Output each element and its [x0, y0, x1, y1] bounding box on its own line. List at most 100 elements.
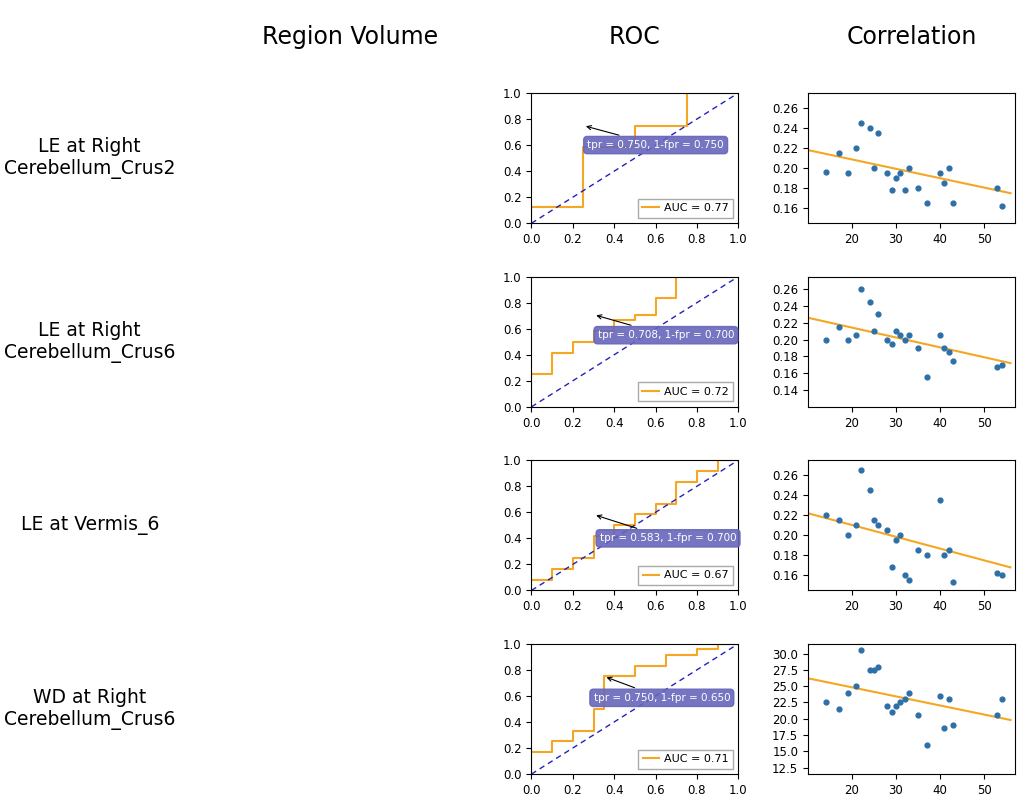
Point — [918, 371, 934, 384]
Point — [909, 182, 925, 195]
Point — [865, 162, 881, 175]
Point — [988, 360, 1005, 373]
Point — [931, 167, 948, 180]
Text: ROC: ROC — [608, 26, 660, 49]
Point — [900, 329, 916, 342]
Point — [945, 197, 961, 210]
Point — [861, 663, 877, 676]
Point — [935, 342, 952, 354]
Point — [887, 325, 903, 338]
Point — [816, 334, 833, 346]
Point — [865, 514, 881, 527]
Text: tpr = 0.708, 1-fpr = 0.700: tpr = 0.708, 1-fpr = 0.700 — [597, 315, 734, 340]
Point — [988, 709, 1005, 722]
Point — [861, 121, 877, 134]
Point — [869, 519, 886, 531]
Point — [945, 354, 961, 367]
Text: LE at Right
Cerebellum_Crus6: LE at Right Cerebellum_Crus6 — [4, 321, 175, 363]
Point — [945, 719, 961, 732]
Point — [918, 549, 934, 562]
Point — [829, 147, 846, 160]
Point — [940, 162, 956, 175]
Point — [852, 644, 868, 657]
Point — [861, 295, 877, 308]
Point — [865, 663, 881, 676]
Point — [852, 282, 868, 295]
Point — [887, 699, 903, 712]
Point — [878, 167, 895, 180]
Point — [882, 561, 899, 574]
Point — [896, 334, 912, 346]
Text: tpr = 0.750, 1-fpr = 0.650: tpr = 0.750, 1-fpr = 0.650 — [593, 678, 730, 703]
Point — [829, 321, 846, 334]
Point — [852, 464, 868, 476]
Text: Region Volume: Region Volume — [262, 26, 438, 49]
Point — [892, 696, 908, 709]
Point — [865, 325, 881, 338]
Text: tpr = 0.583, 1-fpr = 0.700: tpr = 0.583, 1-fpr = 0.700 — [597, 515, 736, 543]
Point — [892, 329, 908, 342]
Point — [993, 358, 1009, 371]
Point — [909, 342, 925, 354]
Point — [848, 680, 864, 693]
Point — [892, 529, 908, 542]
Legend: AUC = 0.67: AUC = 0.67 — [638, 566, 732, 585]
Point — [887, 172, 903, 184]
Point — [988, 182, 1005, 195]
Point — [869, 308, 886, 321]
Point — [935, 549, 952, 562]
Text: LE at Right
Cerebellum_Crus2: LE at Right Cerebellum_Crus2 — [4, 137, 175, 179]
Point — [918, 197, 934, 210]
Point — [839, 334, 855, 346]
Point — [940, 346, 956, 358]
Point — [829, 514, 846, 527]
Point — [993, 569, 1009, 582]
Legend: AUC = 0.77: AUC = 0.77 — [638, 199, 732, 218]
Point — [993, 200, 1009, 212]
Point — [993, 693, 1009, 705]
Point — [931, 329, 948, 342]
Point — [909, 544, 925, 557]
Text: Correlation: Correlation — [846, 26, 975, 49]
Legend: AUC = 0.72: AUC = 0.72 — [638, 382, 732, 401]
Point — [869, 127, 886, 140]
Text: tpr = 0.750, 1-fpr = 0.750: tpr = 0.750, 1-fpr = 0.750 — [587, 125, 723, 150]
Text: WD at Right
Cerebellum_Crus6: WD at Right Cerebellum_Crus6 — [4, 688, 175, 730]
Point — [839, 686, 855, 699]
Point — [896, 569, 912, 582]
Point — [816, 696, 833, 709]
Point — [878, 334, 895, 346]
Point — [852, 117, 868, 129]
Point — [945, 576, 961, 589]
Point — [940, 693, 956, 705]
Text: LE at Vermis_6: LE at Vermis_6 — [20, 516, 159, 535]
Point — [839, 167, 855, 180]
Point — [935, 177, 952, 190]
Point — [896, 184, 912, 196]
Legend: AUC = 0.71: AUC = 0.71 — [638, 749, 732, 768]
Point — [900, 686, 916, 699]
Point — [918, 738, 934, 751]
Point — [869, 660, 886, 673]
Point — [882, 705, 899, 718]
Point — [816, 509, 833, 522]
Point — [882, 338, 899, 350]
Point — [892, 167, 908, 180]
Point — [909, 709, 925, 722]
Point — [839, 529, 855, 542]
Point — [988, 567, 1005, 580]
Point — [931, 494, 948, 507]
Point — [861, 484, 877, 496]
Point — [878, 699, 895, 712]
Point — [887, 534, 903, 547]
Point — [935, 722, 952, 735]
Point — [940, 544, 956, 557]
Point — [896, 693, 912, 705]
Point — [931, 689, 948, 702]
Point — [878, 524, 895, 537]
Point — [848, 142, 864, 155]
Point — [882, 184, 899, 196]
Point — [848, 329, 864, 342]
Point — [900, 574, 916, 587]
Point — [848, 519, 864, 531]
